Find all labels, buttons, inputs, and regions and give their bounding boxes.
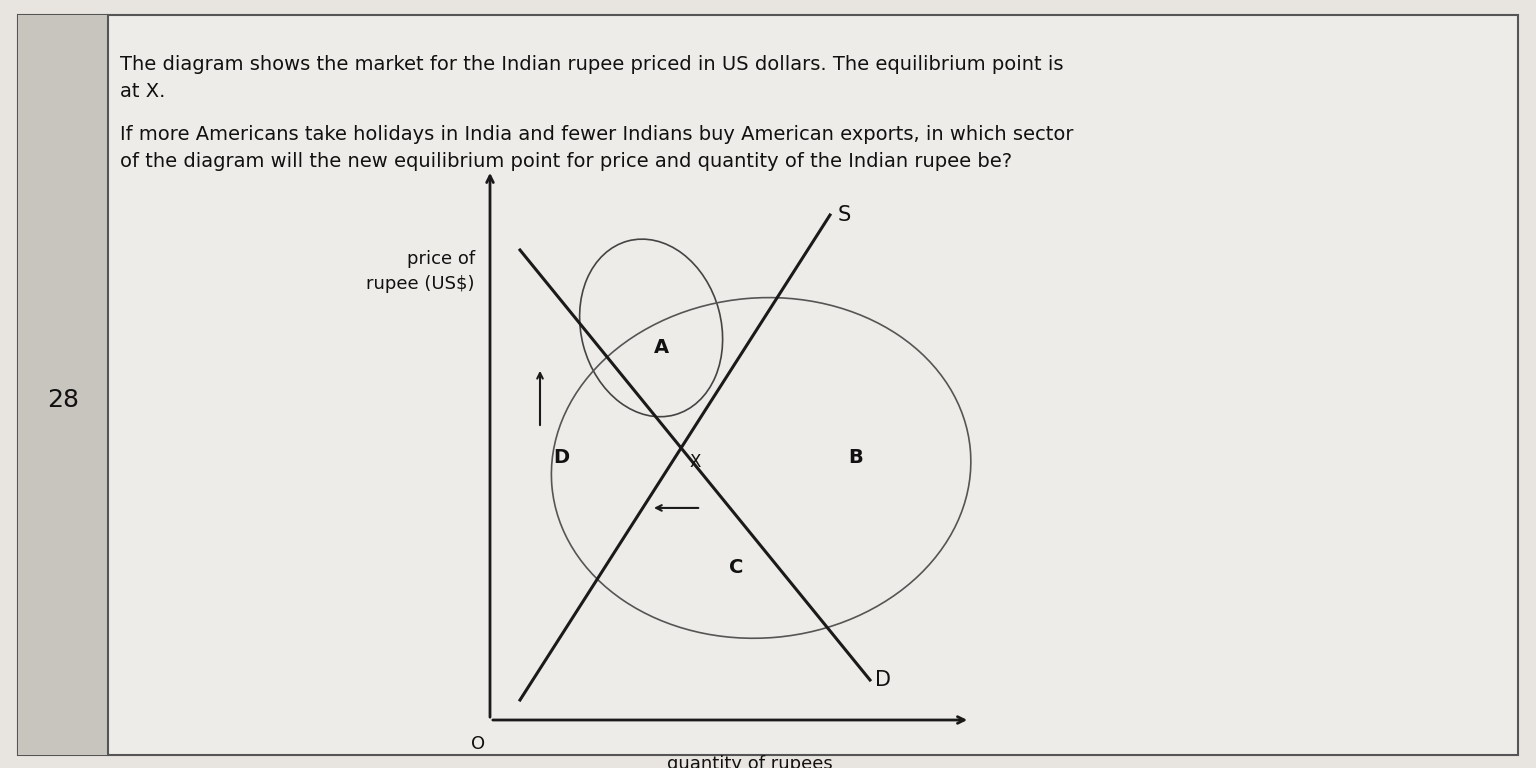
Text: 28: 28: [48, 388, 78, 412]
Text: quantity of rupees: quantity of rupees: [667, 755, 833, 768]
Text: price of
rupee (US$): price of rupee (US$): [367, 250, 475, 293]
Text: If more Americans take holidays in India and fewer Indians buy American exports,: If more Americans take holidays in India…: [120, 125, 1074, 144]
Bar: [18, 15, 108, 755]
Text: D: D: [876, 670, 891, 690]
Text: S: S: [839, 205, 851, 225]
Text: of the diagram will the new equilibrium point for price and quantity of the Indi: of the diagram will the new equilibrium …: [120, 152, 1012, 171]
Text: B: B: [849, 449, 863, 468]
Text: X: X: [690, 453, 700, 471]
Text: C: C: [730, 558, 743, 578]
Text: O: O: [472, 735, 485, 753]
Text: A: A: [653, 339, 668, 357]
Text: at X.: at X.: [120, 82, 166, 101]
Text: The diagram shows the market for the Indian rupee priced in US dollars. The equi: The diagram shows the market for the Ind…: [120, 55, 1063, 74]
Text: D: D: [553, 449, 570, 468]
